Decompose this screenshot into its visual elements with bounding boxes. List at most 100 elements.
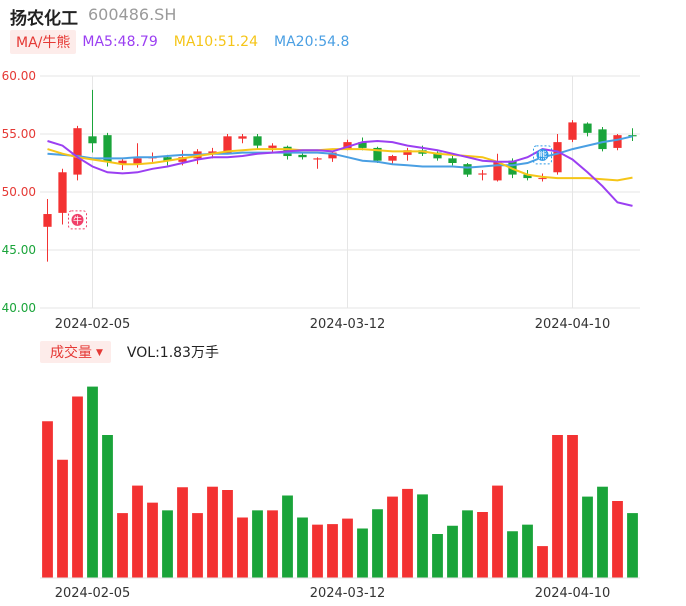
candle-body	[313, 158, 322, 160]
candle-body	[463, 164, 472, 175]
volume-bar-up	[327, 524, 338, 578]
volume-bar-up	[492, 485, 503, 578]
candle-body	[73, 128, 82, 175]
ma5-legend: MA5:48.79	[82, 34, 158, 50]
candle-down	[598, 127, 607, 152]
candle-down	[88, 89, 97, 153]
bear-marker-icon: 熊	[533, 145, 552, 165]
volume-bar-up	[267, 510, 278, 578]
x-tick-label: 2024-03-12	[310, 317, 386, 332]
candle-up	[58, 168, 67, 225]
candle-body	[433, 152, 442, 159]
candle-up	[313, 157, 322, 169]
candle-body	[58, 172, 67, 213]
candle-body	[88, 136, 97, 144]
volume-bar-up	[402, 488, 413, 578]
candle-body	[613, 135, 622, 148]
candle-body	[523, 174, 532, 179]
candle-body	[508, 160, 517, 175]
candle-body	[238, 136, 247, 139]
marker-dot	[71, 213, 84, 226]
volume-x-tick-label: 2024-03-12	[310, 586, 386, 601]
volume-x-tick-label: 2024-04-10	[535, 586, 611, 601]
volume-bar-down	[297, 517, 308, 578]
candle-up	[73, 125, 82, 181]
volume-bar-down	[627, 513, 638, 578]
candle-body	[133, 158, 142, 165]
candle-body	[403, 150, 412, 155]
volume-bar-up	[222, 490, 233, 578]
candle-body	[538, 178, 547, 180]
marker-dot	[536, 148, 549, 161]
candle-up	[613, 134, 622, 151]
x-tick-label: 2024-02-05	[55, 317, 131, 332]
candle-body	[553, 142, 562, 173]
candle-down	[628, 128, 637, 141]
ma-legend: MA/牛熊 MA5:48.79 MA10:51.24 MA20:54.8	[10, 30, 359, 54]
candle-down	[583, 122, 592, 137]
volume-bar-up	[387, 496, 398, 578]
y-tick-label: 50.00	[2, 185, 36, 199]
volume-bar-down	[432, 534, 443, 578]
x-tick-label: 2024-04-10	[535, 317, 611, 332]
candle-body	[478, 173, 487, 175]
candle-up	[238, 134, 247, 144]
volume-bar-up	[57, 459, 68, 578]
y-tick-label: 60.00	[2, 69, 36, 83]
volume-bar-up	[537, 546, 548, 578]
volume-bar-down	[582, 496, 593, 578]
volume-bar-up	[147, 502, 158, 578]
candle-body	[583, 123, 592, 133]
y-tick-label: 45.00	[2, 243, 36, 257]
candle-down	[463, 163, 472, 177]
candle-body	[253, 136, 262, 146]
y-tick-label: 40.00	[2, 301, 36, 315]
volume-indicator-dropdown[interactable]: 成交量 ▼	[40, 341, 111, 363]
candle-body	[208, 151, 217, 154]
candle-body	[178, 157, 187, 162]
candle-up	[268, 143, 277, 153]
ma10-legend: MA10:51.24	[173, 34, 259, 50]
volume-bar-up	[132, 485, 143, 578]
ma5-line	[47, 139, 633, 207]
candle-body	[448, 158, 457, 163]
candle-up	[493, 153, 502, 182]
volume-bar-down	[417, 494, 428, 578]
ma20-line	[47, 135, 633, 169]
candle-up	[568, 120, 577, 143]
volume-bar-down	[462, 510, 473, 578]
caret-down-icon: ▼	[96, 348, 103, 358]
volume-bar-up	[207, 486, 218, 578]
candle-body	[388, 156, 397, 161]
stock-code: 600486.SH	[88, 5, 177, 24]
candle-down	[298, 152, 307, 160]
volume-bar-up	[42, 421, 53, 578]
marker-frame	[533, 145, 552, 165]
volume-bar-down	[522, 524, 533, 578]
candle-body	[268, 145, 277, 148]
volume-bar-down	[102, 435, 113, 578]
volume-bar-up	[117, 513, 128, 578]
volume-indicator-label: 成交量	[50, 345, 92, 361]
ma-mode-toggle[interactable]: MA/牛熊	[10, 30, 77, 54]
candle-up	[403, 147, 412, 161]
volume-bar-up	[177, 487, 188, 578]
candle-body	[493, 161, 502, 181]
candle-up	[43, 198, 52, 262]
volume-bar-up	[342, 518, 353, 578]
candle-body	[223, 136, 232, 154]
volume-x-tick-label: 2024-02-05	[55, 586, 131, 601]
volume-bar-up	[192, 513, 203, 578]
candle-up	[388, 154, 397, 165]
candle-body	[298, 154, 307, 158]
volume-legend: 成交量 ▼ VOL:1.83万手	[40, 341, 219, 363]
marker-label: 牛	[73, 214, 82, 226]
volume-bar-down	[372, 509, 383, 578]
candle-body	[103, 135, 112, 162]
volume-bar-up	[552, 435, 563, 578]
stock-name: 扬农化工	[10, 9, 78, 29]
volume-bar-up	[312, 524, 323, 578]
volume-bar-down	[357, 528, 368, 578]
volume-bar-down	[162, 510, 173, 578]
